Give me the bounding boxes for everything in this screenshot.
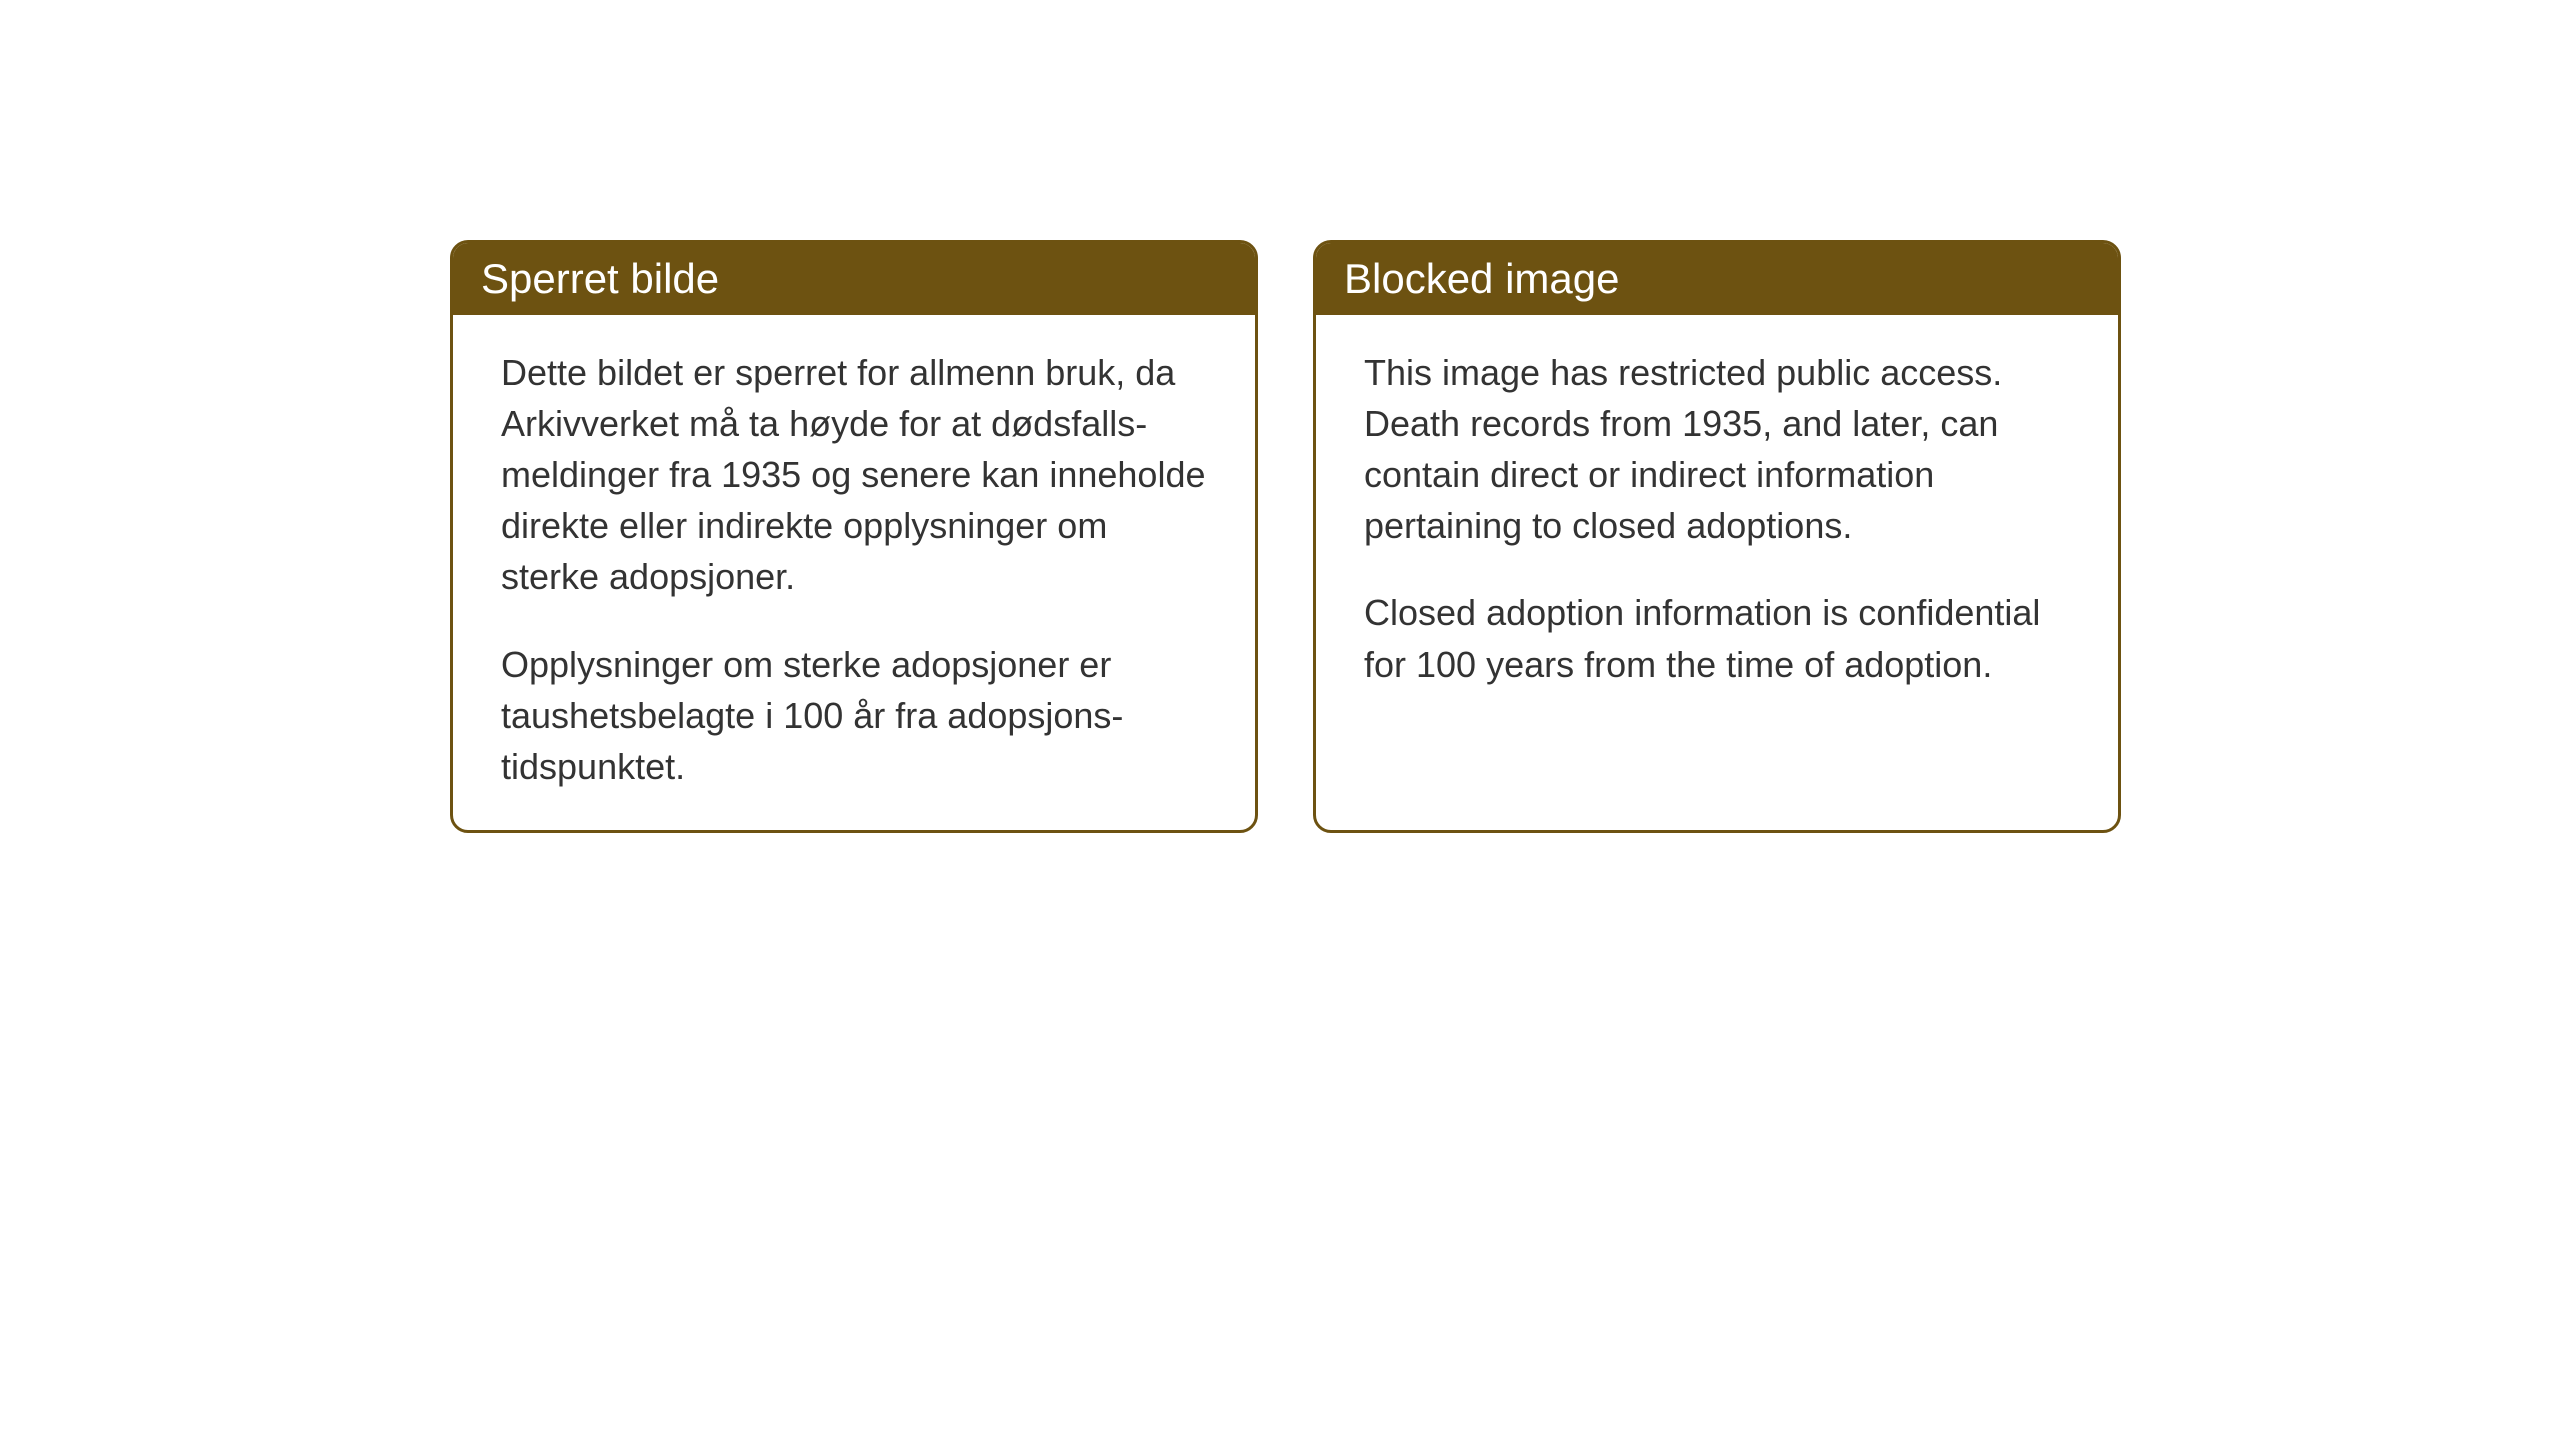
notice-paragraph-1-english: This image has restricted public access.…	[1364, 347, 2070, 551]
notice-card-norwegian: Sperret bilde Dette bildet er sperret fo…	[450, 240, 1258, 833]
notice-body-norwegian: Dette bildet er sperret for allmenn bruk…	[453, 315, 1255, 830]
notice-paragraph-2-english: Closed adoption information is confident…	[1364, 587, 2070, 689]
notice-header-english: Blocked image	[1316, 243, 2118, 315]
notice-container: Sperret bilde Dette bildet er sperret fo…	[450, 240, 2121, 833]
notice-card-english: Blocked image This image has restricted …	[1313, 240, 2121, 833]
notice-header-norwegian: Sperret bilde	[453, 243, 1255, 315]
notice-paragraph-2-norwegian: Opplysninger om sterke adopsjoner er tau…	[501, 639, 1207, 792]
notice-paragraph-1-norwegian: Dette bildet er sperret for allmenn bruk…	[501, 347, 1207, 603]
notice-body-english: This image has restricted public access.…	[1316, 315, 2118, 728]
